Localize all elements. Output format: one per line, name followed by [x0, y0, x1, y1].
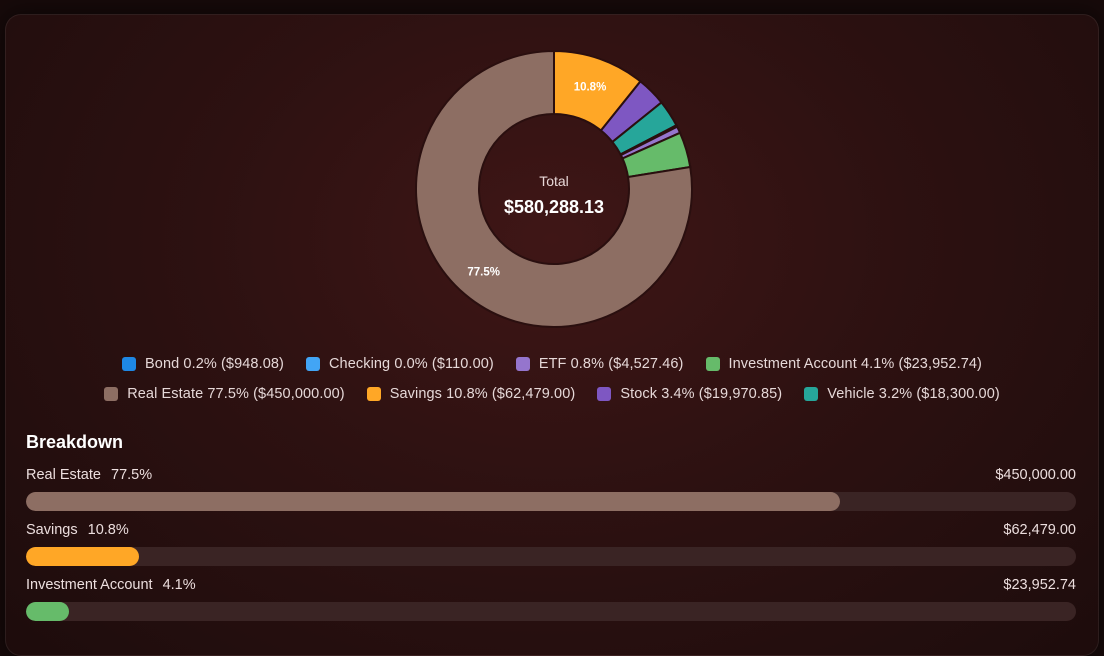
breakdown-bar-track — [26, 602, 1076, 621]
donut-svg: 10.8% 77.5% Total $580,288.13 — [415, 49, 693, 328]
legend-label: Real Estate 77.5% ($450,000.00) — [127, 386, 345, 402]
breakdown-bar-track — [26, 492, 1076, 511]
legend-label: Investment Account 4.1% ($23,952.74) — [728, 356, 982, 372]
breakdown-title: Breakdown — [26, 432, 124, 452]
legend-item-etf[interactable]: ETF 0.8% ($4,527.46) — [515, 356, 684, 372]
breakdown-amount: $23,952.74 — [1003, 577, 1076, 593]
breakdown-percent: 10.8% — [87, 522, 129, 538]
slice-real-estate[interactable] — [415, 49, 693, 328]
legend-label: Checking 0.0% ($110.00) — [328, 356, 494, 372]
legend-row-2: Real Estate 77.5% ($450,000.00) Savings … — [6, 386, 1098, 402]
legend-item-bond[interactable]: Bond 0.2% ($948.08) — [122, 356, 284, 372]
breakdown-percent: 4.1% — [162, 577, 196, 593]
legend-item-stock[interactable]: Stock 3.4% ($19,970.85) — [597, 386, 782, 402]
breakdown-amount: $62,479.00 — [1003, 522, 1076, 538]
legend-swatch — [104, 387, 119, 401]
breakdown-bar-fill — [26, 602, 70, 621]
slice-label-savings: 10.8% — [574, 82, 607, 94]
legend-item-investment-account[interactable]: Investment Account 4.1% ($23,952.74) — [705, 356, 982, 372]
legend-label: Bond 0.2% ($948.08) — [145, 356, 284, 372]
breakdown-name: Investment Account — [26, 577, 153, 593]
portfolio-card: 10.8% 77.5% Total $580,288.13 Bond 0.2% (… — [5, 14, 1099, 656]
breakdown-bar-track — [26, 547, 1076, 566]
breakdown-amount: $450,000.00 — [995, 467, 1076, 483]
legend-swatch — [366, 387, 381, 401]
legend-label: Vehicle 3.2% ($18,300.00) — [827, 386, 1000, 402]
breakdown-percent: 77.5% — [111, 467, 153, 483]
legend-item-vehicle[interactable]: Vehicle 3.2% ($18,300.00) — [804, 386, 1000, 402]
breakdown-row-investment-account: Investment Account 4.1% $23,952.74 — [26, 575, 1076, 621]
legend-label: Stock 3.4% ($19,970.85) — [620, 386, 783, 402]
breakdown-name: Savings — [26, 522, 78, 538]
legend-swatch — [705, 357, 720, 371]
breakdown-bar-fill — [26, 547, 140, 566]
legend-item-savings[interactable]: Savings 10.8% ($62,479.00) — [366, 386, 576, 402]
legend-swatch — [305, 357, 320, 371]
donut-chart: 10.8% 77.5% Total $580,288.13 — [409, 44, 699, 334]
breakdown-name: Real Estate — [26, 467, 101, 483]
legend-swatch — [597, 387, 612, 401]
legend-swatch — [122, 357, 137, 371]
breakdown-row-savings: Savings 10.8% $62,479.00 — [26, 520, 1076, 566]
slice-label-real-estate: 77.5% — [467, 267, 500, 279]
legend-swatch — [515, 357, 530, 371]
center-total-value: $580,288.13 — [504, 197, 604, 217]
legend-label: Savings 10.8% ($62,479.00) — [389, 386, 576, 402]
breakdown-row-real-estate: Real Estate 77.5% $450,000.00 — [26, 465, 1076, 511]
legend-swatch — [804, 387, 819, 401]
legend-item-checking[interactable]: Checking 0.0% ($110.00) — [305, 356, 494, 372]
center-total-label: Total — [539, 173, 569, 189]
legend-item-real-estate[interactable]: Real Estate 77.5% ($450,000.00) — [104, 386, 345, 402]
legend-row-1: Bond 0.2% ($948.08) Checking 0.0% ($110.… — [6, 356, 1098, 372]
breakdown-bar-fill — [26, 492, 840, 511]
legend-label: ETF 0.8% ($4,527.46) — [538, 356, 684, 372]
